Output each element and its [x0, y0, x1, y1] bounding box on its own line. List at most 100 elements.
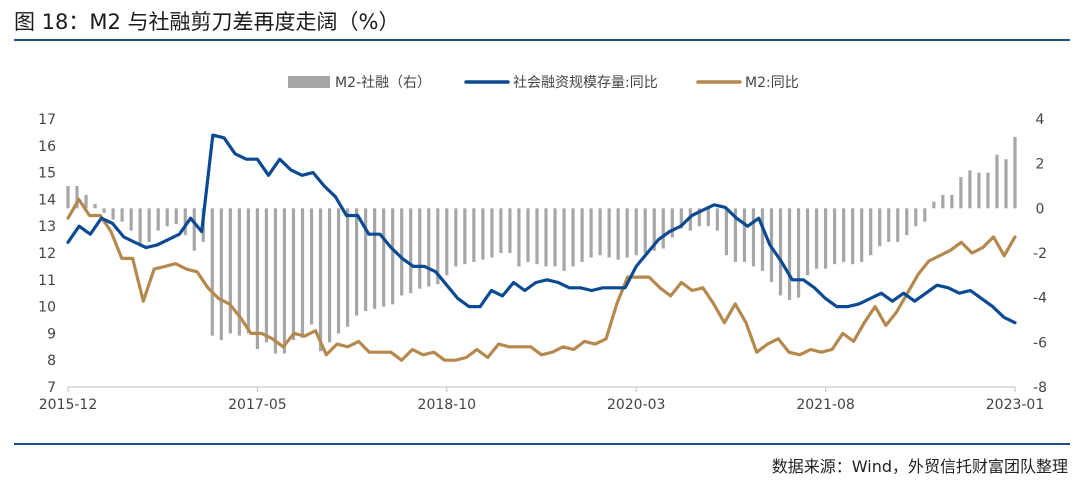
bar-m2-minus-tsf — [932, 201, 936, 209]
bar-m2-minus-tsf — [228, 208, 232, 334]
bar-m2-minus-tsf — [923, 208, 927, 222]
bar-m2-minus-tsf — [715, 208, 719, 231]
bar-m2-minus-tsf — [733, 208, 738, 262]
bar-m2-minus-tsf — [291, 208, 296, 341]
bar-m2-minus-tsf — [589, 208, 593, 258]
bar-m2-minus-tsf — [778, 208, 783, 296]
y-left-tick-label: 11 — [38, 273, 56, 289]
bar-m2-minus-tsf — [463, 208, 467, 265]
bar-m2-minus-tsf — [345, 208, 350, 327]
bar-m2-minus-tsf — [183, 208, 187, 236]
bar-m2-minus-tsf — [833, 208, 837, 265]
bar-m2-minus-tsf — [607, 208, 611, 258]
bar-m2-minus-tsf — [1004, 159, 1008, 209]
bar-m2-minus-tsf — [336, 208, 341, 334]
bar-m2-minus-tsf — [364, 208, 368, 312]
bar-m2-minus-tsf — [706, 208, 710, 227]
bar-m2-minus-tsf — [255, 208, 259, 350]
legend-label-bar: M2-社融（右） — [335, 75, 431, 91]
bar-m2-minus-tsf — [814, 208, 819, 269]
bar-m2-minus-tsf — [941, 194, 945, 209]
bar-m2-minus-tsf — [914, 208, 918, 227]
x-tick-label: 2020-03 — [607, 397, 666, 413]
bar-m2-minus-tsf — [445, 208, 449, 276]
line-m2-yoy — [66, 197, 1017, 362]
bar-m2-minus-tsf — [616, 208, 620, 260]
bar-m2-minus-tsf — [995, 154, 999, 209]
y-left-tick-label: 13 — [38, 219, 56, 235]
bar-m2-minus-tsf — [147, 208, 151, 242]
y-right-tick-label: -8 — [1033, 380, 1047, 396]
bar-m2-minus-tsf — [535, 208, 539, 265]
y-right-tick-label: 2 — [1036, 157, 1045, 173]
y-left-tick-label: 14 — [38, 192, 56, 208]
bar-m2-minus-tsf — [129, 208, 133, 231]
bar-m2-minus-tsf — [580, 208, 584, 262]
bar-m2-minus-tsf — [373, 208, 377, 309]
bar-m2-minus-tsf — [805, 208, 810, 276]
bar-m2-minus-tsf — [842, 208, 846, 262]
bar-m2-minus-tsf — [860, 208, 864, 262]
bar-m2-minus-tsf — [625, 208, 629, 258]
title-underline — [14, 39, 1070, 41]
bar-m2-minus-tsf — [210, 208, 214, 336]
x-tick-label: 2021-08 — [796, 397, 855, 413]
bar-m2-minus-tsf — [571, 208, 575, 267]
bar-m2-minus-tsf — [192, 208, 196, 251]
bar-m2-minus-tsf — [219, 208, 223, 341]
bar-m2-minus-tsf — [517, 208, 521, 267]
legend-label-tsf: 社会融资规模存量:同比 — [513, 75, 658, 91]
bar-m2-minus-tsf — [75, 186, 79, 209]
bar-m2-minus-tsf — [382, 208, 386, 307]
line-tsf-yoy — [66, 133, 1017, 325]
bar-m2-minus-tsf — [986, 172, 990, 209]
bar-m2-minus-tsf — [887, 208, 891, 242]
bar-m2-minus-tsf — [760, 208, 765, 271]
bar-m2-minus-tsf — [598, 208, 602, 256]
bar-m2-minus-tsf — [905, 208, 909, 236]
x-tick-label: 2023-01 — [986, 397, 1045, 413]
bar-m2-minus-tsf — [400, 208, 404, 296]
x-tick-label: 2017-05 — [228, 397, 287, 413]
bar-m2-minus-tsf — [878, 208, 882, 247]
bar-m2-minus-tsf — [156, 208, 160, 231]
bar-m2-minus-tsf — [661, 208, 665, 249]
legend-label-m2: M2:同比 — [745, 75, 799, 91]
y-right-tick-label: -2 — [1033, 246, 1047, 262]
bar-m2-minus-tsf — [481, 208, 485, 260]
y-left-tick-label: 9 — [47, 326, 56, 342]
bar-m2-minus-tsf — [1013, 136, 1017, 209]
y-left-tick-label: 8 — [47, 353, 56, 369]
bar-m2-minus-tsf — [138, 208, 142, 245]
y-right-tick-label: 4 — [1036, 112, 1045, 128]
bar-m2-minus-tsf — [508, 208, 512, 253]
bar-m2-minus-tsf — [282, 208, 287, 354]
bar-m2-minus-tsf — [355, 208, 359, 316]
y-left-tick-label: 7 — [47, 380, 56, 396]
bar-m2-minus-tsf — [562, 208, 566, 271]
bar-m2-minus-tsf — [724, 208, 728, 256]
bar-m2-minus-tsf — [751, 208, 756, 267]
bar-m2-minus-tsf — [309, 208, 314, 325]
y-right-tick-label: -4 — [1033, 291, 1047, 307]
bar-m2-minus-tsf — [499, 208, 503, 253]
bar-m2-minus-tsf — [688, 208, 692, 231]
bar-m2-minus-tsf — [174, 208, 178, 224]
bar-m2-minus-tsf — [264, 208, 269, 343]
bar-m2-minus-tsf — [697, 208, 701, 227]
bar-m2-minus-tsf — [409, 208, 413, 294]
bar-m2-minus-tsf — [66, 186, 70, 209]
bar-m2-minus-tsf — [896, 208, 900, 242]
bar-m2-minus-tsf — [490, 208, 494, 258]
bar-m2-minus-tsf — [391, 208, 395, 305]
bar-m2-minus-tsf — [670, 208, 674, 238]
bar-m2-minus-tsf — [526, 208, 530, 262]
bar-m2-minus-tsf — [787, 208, 792, 300]
y-left-tick-label: 12 — [38, 246, 56, 262]
x-tick-label: 2018-10 — [418, 397, 477, 413]
y-left-tick-label: 17 — [38, 112, 56, 128]
bar-m2-minus-tsf — [977, 172, 981, 209]
bar-m2-minus-tsf — [427, 208, 431, 287]
bar-m2-minus-tsf — [84, 194, 88, 209]
